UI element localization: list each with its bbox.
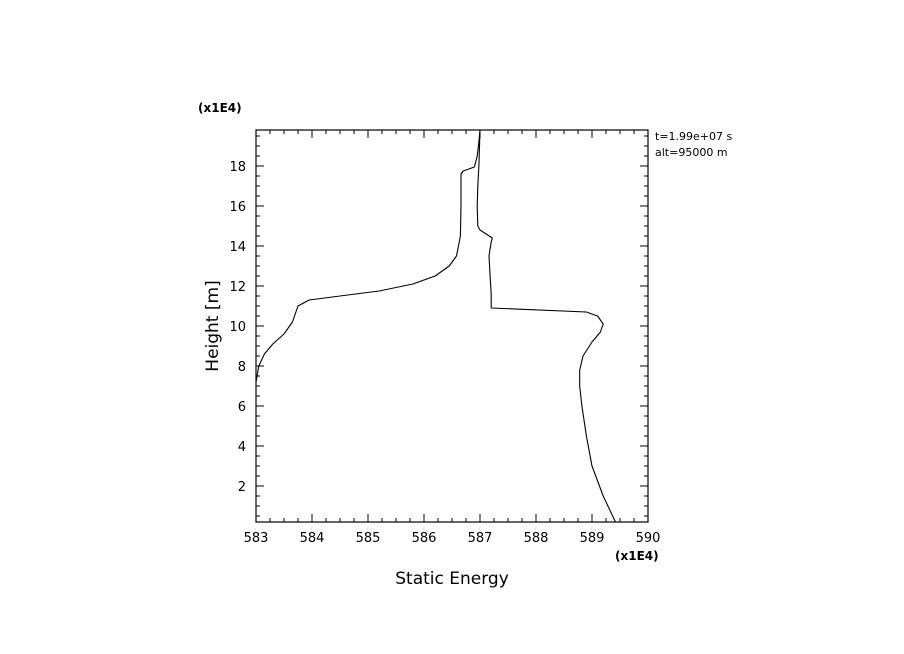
x-tick-label: 588 <box>524 531 549 546</box>
y-tick-label: 10 <box>229 320 246 335</box>
x-axis-multiplier: (x1E4) <box>615 549 659 563</box>
y-axis-multiplier: (x1E4) <box>198 101 242 115</box>
y-tick-label: 8 <box>238 360 246 375</box>
time-annotation: t=1.99e+07 s <box>655 130 733 143</box>
y-tick-label: 4 <box>238 440 246 455</box>
y-axis-title: Height [m] <box>203 280 223 371</box>
y-tick-label: 16 <box>229 200 246 215</box>
chart-lines <box>255 129 616 523</box>
x-tick-label: 586 <box>412 531 437 546</box>
y-axis-ticks: 2 4 6 8 10 12 14 16 18 <box>229 135 648 517</box>
x-tick-label: 590 <box>636 531 661 546</box>
x-tick-label: 585 <box>356 531 381 546</box>
series-line-2 <box>255 129 481 383</box>
x-tick-label: 584 <box>300 531 325 546</box>
x-axis-title: Static Energy <box>395 569 509 589</box>
x-axis-ticks: 583 584 585 586 587 588 589 590 <box>244 130 661 546</box>
y-tick-label: 2 <box>238 480 246 495</box>
altitude-annotation: alt=95000 m <box>655 146 728 159</box>
x-tick-label: 587 <box>468 531 493 546</box>
y-tick-label: 18 <box>229 160 246 175</box>
x-tick-label: 589 <box>580 531 605 546</box>
y-tick-label: 12 <box>229 280 246 295</box>
y-tick-label: 6 <box>238 400 246 415</box>
plot-frame <box>255 129 649 523</box>
y-tick-label: 14 <box>229 240 246 255</box>
series-line-1 <box>476 129 616 523</box>
x-tick-label: 583 <box>244 531 269 546</box>
